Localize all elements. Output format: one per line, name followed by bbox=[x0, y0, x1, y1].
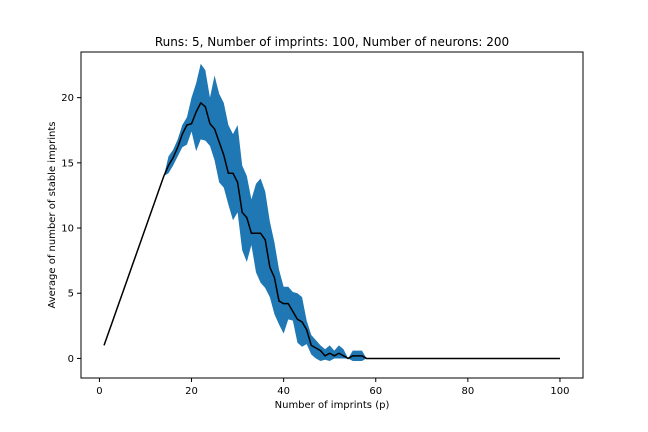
y-tick-label: 15 bbox=[61, 158, 74, 169]
x-axis-ticks: 0 20 40 60 80 100 bbox=[96, 378, 570, 397]
x-tick-label: 60 bbox=[369, 386, 382, 397]
chart-title: Runs: 5, Number of imprints: 100, Number… bbox=[155, 35, 509, 49]
x-tick-label: 100 bbox=[550, 386, 569, 397]
y-tick-label: 20 bbox=[61, 93, 74, 104]
x-tick-label: 0 bbox=[96, 386, 102, 397]
y-tick-label: 10 bbox=[61, 224, 74, 235]
y-tick-label: 5 bbox=[68, 289, 74, 300]
x-tick-label: 40 bbox=[277, 386, 290, 397]
y-axis-ticks: 0 5 10 15 20 bbox=[61, 93, 81, 365]
plot-frame bbox=[80, 51, 584, 379]
y-axis-label: Average of number of stable imprints bbox=[47, 121, 58, 308]
plot-area bbox=[81, 52, 583, 378]
y-tick-label: 0 bbox=[68, 354, 74, 365]
x-axis-label: Number of imprints (p) bbox=[275, 400, 390, 411]
x-tick-label: 80 bbox=[461, 386, 474, 397]
mean-line bbox=[103, 102, 560, 360]
x-tick-label: 20 bbox=[185, 386, 198, 397]
